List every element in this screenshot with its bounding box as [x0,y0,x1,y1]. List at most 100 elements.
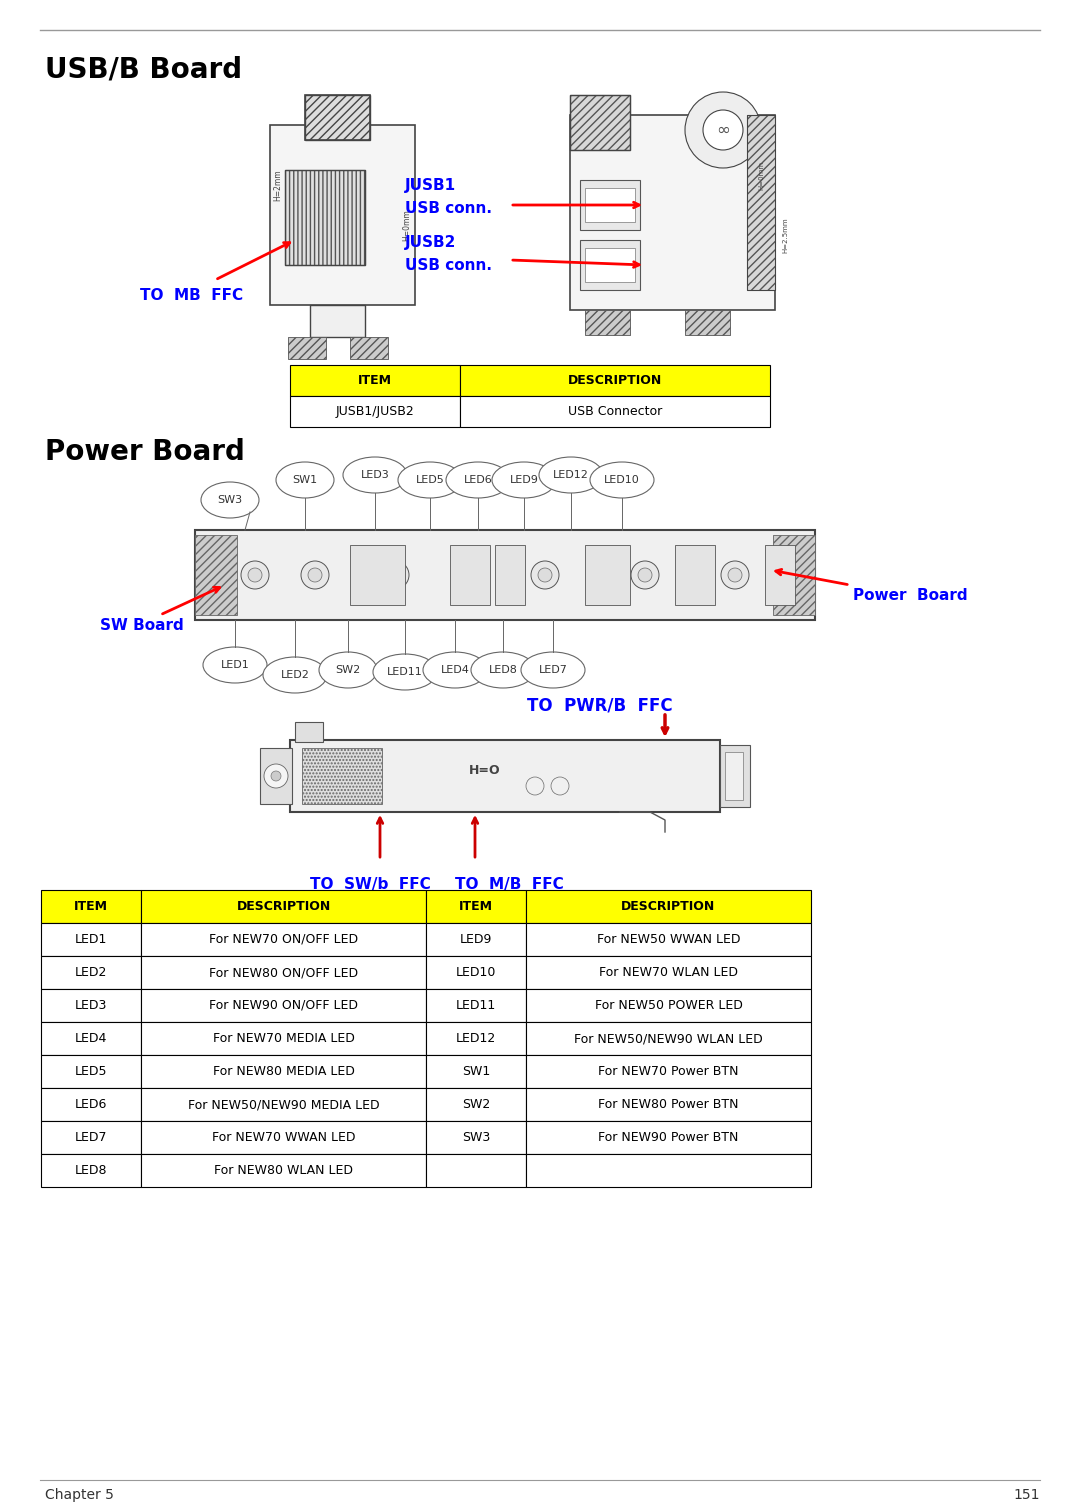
Text: DESCRIPTION: DESCRIPTION [621,900,716,913]
FancyBboxPatch shape [295,723,323,742]
FancyBboxPatch shape [426,1120,526,1154]
Text: LED5: LED5 [416,475,444,485]
Text: USB conn.: USB conn. [405,259,492,274]
Text: SW3: SW3 [217,494,243,505]
FancyBboxPatch shape [305,95,370,141]
Text: JUSB2: JUSB2 [405,234,457,249]
FancyBboxPatch shape [141,1055,426,1089]
FancyBboxPatch shape [41,1022,141,1055]
Circle shape [241,561,269,590]
FancyBboxPatch shape [526,922,811,956]
Text: H=2mm: H=2mm [273,169,283,201]
Ellipse shape [399,463,462,497]
Text: For NEW70 WWAN LED: For NEW70 WWAN LED [212,1131,355,1145]
Text: USB Connector: USB Connector [568,405,662,417]
FancyBboxPatch shape [450,544,490,605]
Text: DESCRIPTION: DESCRIPTION [568,373,662,387]
Text: For NEW90 Power BTN: For NEW90 Power BTN [598,1131,739,1145]
FancyBboxPatch shape [585,248,635,283]
Circle shape [631,561,659,590]
FancyBboxPatch shape [41,989,141,1022]
FancyBboxPatch shape [141,989,426,1022]
FancyBboxPatch shape [685,310,730,336]
FancyBboxPatch shape [460,396,770,426]
Text: TO  SW/b  FFC: TO SW/b FFC [310,877,431,892]
Text: ITEM: ITEM [75,900,108,913]
Circle shape [388,569,402,582]
FancyBboxPatch shape [291,364,460,396]
Ellipse shape [373,655,437,689]
Circle shape [538,569,552,582]
Text: LED3: LED3 [361,470,390,479]
Ellipse shape [423,652,487,688]
Text: LED1: LED1 [75,933,107,947]
Ellipse shape [471,652,535,688]
FancyBboxPatch shape [41,922,141,956]
FancyBboxPatch shape [526,1055,811,1089]
Text: H=O: H=O [469,764,501,777]
FancyBboxPatch shape [426,891,526,922]
Text: LED4: LED4 [441,665,470,674]
Text: For NEW70 Power BTN: For NEW70 Power BTN [598,1064,739,1078]
FancyBboxPatch shape [675,544,715,605]
Circle shape [381,561,409,590]
Text: LED3: LED3 [75,999,107,1012]
FancyBboxPatch shape [526,891,811,922]
Text: LED4: LED4 [75,1033,107,1045]
FancyBboxPatch shape [526,1120,811,1154]
Text: SW3: SW3 [462,1131,490,1145]
FancyBboxPatch shape [195,531,815,620]
FancyBboxPatch shape [426,989,526,1022]
FancyBboxPatch shape [526,1154,811,1187]
Text: LED2: LED2 [75,966,107,978]
Ellipse shape [276,463,334,497]
FancyBboxPatch shape [141,1154,426,1187]
FancyBboxPatch shape [310,305,365,337]
Circle shape [248,569,262,582]
Ellipse shape [203,647,267,683]
Text: For NEW80 Power BTN: For NEW80 Power BTN [598,1098,739,1111]
Text: H=0mm: H=0mm [758,160,764,189]
Text: Power Board: Power Board [45,438,245,466]
Text: SW2: SW2 [336,665,361,674]
FancyBboxPatch shape [141,1089,426,1120]
Text: TO  M/B  FFC: TO M/B FFC [455,877,564,892]
Text: LED11: LED11 [387,667,423,677]
FancyBboxPatch shape [765,544,795,605]
FancyBboxPatch shape [570,115,775,310]
Text: USB/B Board: USB/B Board [45,54,242,83]
FancyBboxPatch shape [41,1055,141,1089]
FancyBboxPatch shape [288,337,326,358]
Text: LED11: LED11 [456,999,496,1012]
Ellipse shape [319,652,377,688]
Circle shape [638,569,652,582]
Text: For NEW70 MEDIA LED: For NEW70 MEDIA LED [213,1033,354,1045]
FancyBboxPatch shape [141,1022,426,1055]
Text: ITEM: ITEM [357,373,392,387]
Text: LED9: LED9 [510,475,539,485]
Text: LED12: LED12 [456,1033,496,1045]
FancyBboxPatch shape [526,956,811,989]
Circle shape [264,764,288,788]
FancyBboxPatch shape [426,956,526,989]
Circle shape [531,561,559,590]
FancyBboxPatch shape [585,187,635,222]
FancyBboxPatch shape [747,115,775,290]
Text: LED6: LED6 [463,475,492,485]
Text: LED7: LED7 [75,1131,107,1145]
Text: LED10: LED10 [456,966,496,978]
FancyBboxPatch shape [495,544,525,605]
Text: LED12: LED12 [553,470,589,479]
Text: For NEW50/NEW90 WLAN LED: For NEW50/NEW90 WLAN LED [575,1033,762,1045]
Ellipse shape [590,463,654,497]
Ellipse shape [521,652,585,688]
FancyBboxPatch shape [426,1154,526,1187]
Text: For NEW50 POWER LED: For NEW50 POWER LED [595,999,742,1012]
Text: For NEW50/NEW90 MEDIA LED: For NEW50/NEW90 MEDIA LED [188,1098,379,1111]
Text: DESCRIPTION: DESCRIPTION [237,900,330,913]
FancyBboxPatch shape [585,544,630,605]
Text: SW1: SW1 [293,475,318,485]
FancyBboxPatch shape [260,748,292,804]
Text: For NEW50 WWAN LED: For NEW50 WWAN LED [597,933,740,947]
Text: For NEW80 ON/OFF LED: For NEW80 ON/OFF LED [208,966,359,978]
